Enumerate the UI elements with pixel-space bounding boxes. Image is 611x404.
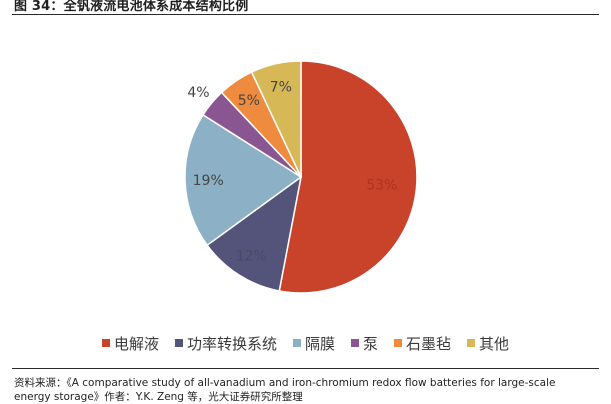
legend-item: 其他	[467, 333, 509, 354]
pie-slices	[184, 60, 418, 294]
bottom-rule	[12, 368, 599, 369]
top-rule	[12, 14, 599, 15]
figure-title: 图 34：全钒液流电池体系成本结构比例	[14, 0, 249, 14]
legend-swatch	[351, 339, 359, 347]
legend-label: 泵	[363, 334, 379, 353]
slice-data-label: 53%	[366, 178, 397, 194]
slice-data-label: 5%	[238, 93, 260, 109]
slice-data-label: 4%	[187, 85, 209, 101]
slice-data-label: 7%	[270, 79, 292, 95]
legend-label: 电解液	[113, 334, 159, 353]
pie-slice	[184, 113, 303, 247]
legend-label: 石墨毡	[406, 334, 452, 353]
legend-item: 电解液	[101, 333, 159, 354]
legend-item: 功率转换系统	[174, 333, 277, 354]
legend-label: 隔膜	[304, 334, 335, 353]
legend-swatch	[467, 339, 476, 347]
pie-slice	[206, 175, 303, 292]
slice-data-label: 12%	[236, 248, 267, 264]
slice-data-label: 19%	[193, 173, 224, 189]
pie-data-labels: 53% 12% 19% 4% 5% 7%	[187, 79, 397, 264]
pie-slice	[278, 60, 418, 294]
source-note: 资料来源：《A comparative study of all-vanadiu…	[14, 377, 556, 403]
legend-swatch	[101, 339, 110, 347]
legend-item: 隔膜	[292, 333, 335, 354]
legend-item: 石墨毡	[394, 333, 451, 354]
pie-chart: 53% 12% 19% 4% 5% 7%	[184, 60, 418, 294]
legend-item: 泵	[351, 333, 378, 354]
chart-legend: 电解液 功率转换系统 隔膜 泵 石墨毡 其他	[0, 331, 611, 355]
legend-label: 功率转换系统	[186, 334, 277, 353]
legend-swatch	[174, 339, 183, 347]
legend-swatch	[292, 339, 301, 347]
legend-label: 其他	[479, 334, 510, 353]
pie-slice	[250, 60, 302, 178]
legend-swatch	[394, 339, 403, 347]
